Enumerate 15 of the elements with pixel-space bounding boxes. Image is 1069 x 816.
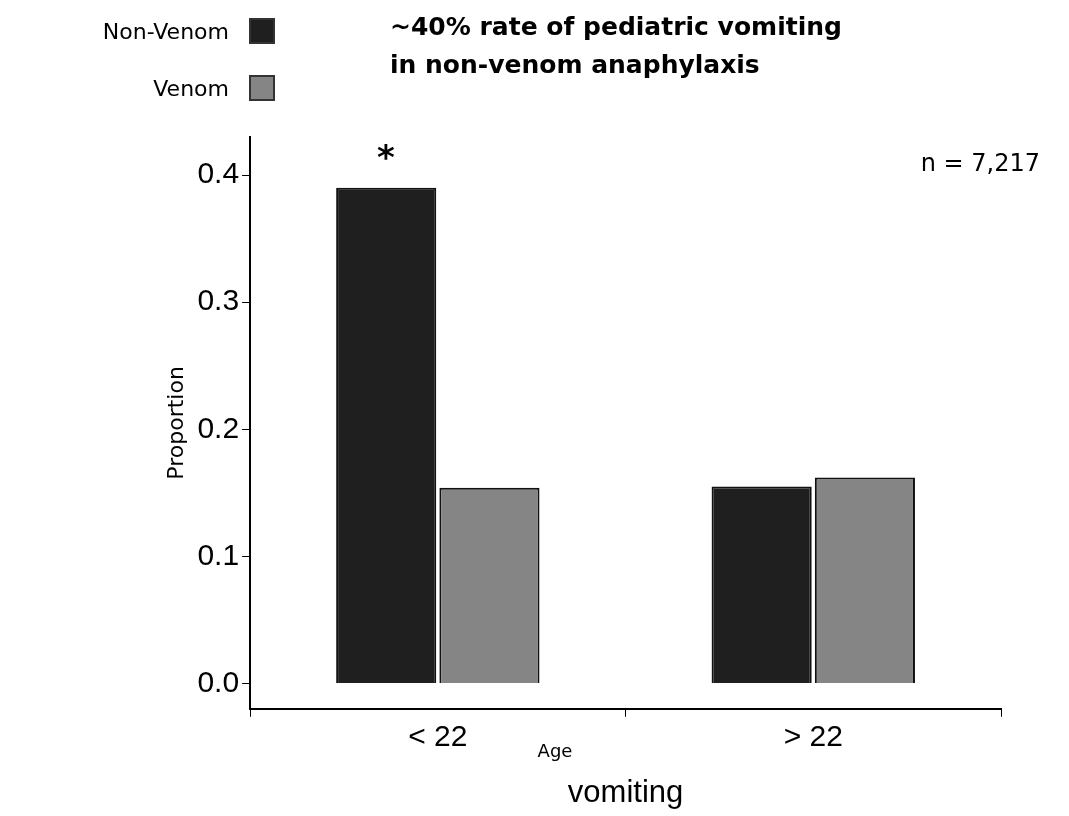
legend-label: Venom [153, 75, 229, 101]
x-tick-label: < 22 [408, 719, 468, 753]
x-tick-label: > 22 [783, 719, 843, 753]
legend-label: Non-Venom [102, 18, 229, 44]
y-tick-label: 0.1 [197, 537, 240, 571]
annotation: * [377, 136, 396, 177]
y-tick-label: 0.2 [197, 410, 240, 444]
text: Age [537, 739, 573, 761]
x-axis-title: vomiting [567, 773, 684, 809]
annotation: n = 7,217 [920, 149, 1040, 178]
y-axis-title: Proportion [162, 366, 188, 480]
y-tick-label: 0.3 [197, 283, 240, 317]
y-tick-label: 0.0 [197, 664, 240, 698]
chart-title: ~40% rate of pediatric vomiting in non-venom anaphylaxis [390, 11, 843, 81]
y-tick-label: 0.4 [197, 156, 240, 190]
